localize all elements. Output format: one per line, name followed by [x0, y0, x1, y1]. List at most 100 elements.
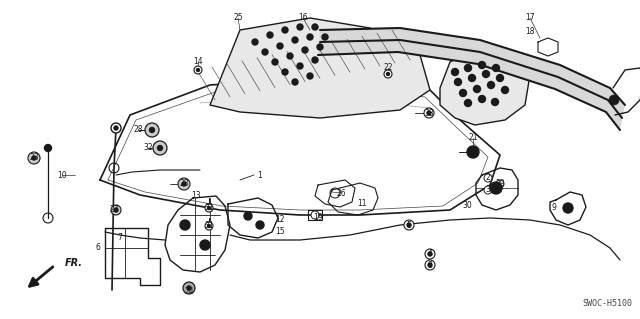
Circle shape — [182, 182, 186, 186]
Circle shape — [157, 145, 163, 151]
Circle shape — [479, 95, 486, 102]
Text: 28: 28 — [179, 180, 189, 189]
Circle shape — [277, 43, 283, 49]
Text: 7: 7 — [118, 233, 122, 241]
Text: SWOC-H5100: SWOC-H5100 — [582, 299, 632, 308]
Text: 24: 24 — [184, 287, 194, 296]
Circle shape — [484, 186, 492, 194]
Circle shape — [468, 75, 476, 81]
Circle shape — [32, 156, 36, 160]
Polygon shape — [210, 18, 430, 118]
Circle shape — [45, 145, 51, 152]
Circle shape — [28, 152, 40, 164]
Circle shape — [207, 225, 211, 227]
Circle shape — [187, 286, 191, 290]
Circle shape — [262, 49, 268, 55]
Text: 11: 11 — [357, 198, 367, 207]
Text: 33: 33 — [424, 108, 434, 117]
Circle shape — [297, 63, 303, 69]
Text: 3: 3 — [486, 186, 490, 195]
Circle shape — [428, 252, 432, 256]
Circle shape — [404, 220, 414, 230]
Circle shape — [287, 53, 293, 59]
Circle shape — [282, 27, 288, 33]
Circle shape — [180, 220, 190, 230]
Circle shape — [272, 59, 278, 65]
Text: 18: 18 — [525, 27, 535, 36]
Circle shape — [563, 203, 573, 213]
Circle shape — [492, 99, 499, 106]
Text: 22: 22 — [383, 63, 393, 72]
Circle shape — [244, 212, 252, 220]
Text: 6: 6 — [95, 242, 100, 251]
Text: 8: 8 — [428, 261, 433, 270]
Text: 17: 17 — [525, 13, 535, 23]
Circle shape — [424, 108, 434, 118]
Text: 2: 2 — [486, 174, 490, 182]
Circle shape — [407, 223, 411, 227]
Text: 23: 23 — [29, 153, 39, 162]
Bar — [308, 210, 322, 220]
Circle shape — [312, 57, 318, 63]
Circle shape — [307, 73, 313, 79]
Text: 20: 20 — [468, 147, 478, 157]
Circle shape — [150, 128, 154, 132]
Text: 29: 29 — [495, 180, 505, 189]
Circle shape — [322, 34, 328, 40]
Circle shape — [114, 208, 118, 212]
Circle shape — [460, 90, 467, 97]
Circle shape — [384, 70, 392, 78]
Circle shape — [497, 75, 504, 81]
Circle shape — [425, 260, 435, 270]
Text: 31: 31 — [204, 204, 214, 212]
Circle shape — [467, 146, 479, 158]
Circle shape — [111, 123, 121, 133]
Circle shape — [183, 282, 195, 294]
Circle shape — [256, 221, 264, 229]
Text: 28: 28 — [133, 125, 143, 135]
Circle shape — [493, 64, 499, 71]
Circle shape — [114, 126, 118, 130]
Text: FR.: FR. — [65, 258, 83, 268]
Text: 9: 9 — [552, 204, 556, 212]
Circle shape — [465, 100, 472, 107]
Text: 32: 32 — [143, 144, 153, 152]
Circle shape — [194, 66, 202, 74]
Text: 14: 14 — [193, 57, 203, 66]
Circle shape — [145, 123, 159, 137]
Circle shape — [317, 44, 323, 50]
Text: 31: 31 — [204, 221, 214, 231]
Text: 26: 26 — [336, 189, 346, 197]
Polygon shape — [318, 28, 625, 130]
Text: 12: 12 — [275, 216, 285, 225]
Circle shape — [200, 240, 210, 250]
Circle shape — [387, 72, 390, 76]
Circle shape — [488, 81, 495, 88]
Circle shape — [474, 85, 481, 93]
Text: 10: 10 — [57, 170, 67, 180]
Circle shape — [427, 111, 431, 115]
Circle shape — [252, 39, 258, 45]
Circle shape — [312, 24, 318, 30]
Circle shape — [451, 69, 458, 76]
Text: 15: 15 — [275, 227, 285, 236]
Circle shape — [292, 37, 298, 43]
Circle shape — [465, 64, 472, 71]
Circle shape — [425, 249, 435, 259]
Circle shape — [267, 32, 273, 38]
Circle shape — [282, 69, 288, 75]
Circle shape — [196, 69, 200, 71]
Text: 30: 30 — [462, 201, 472, 210]
Text: 25: 25 — [233, 13, 243, 23]
Text: 4: 4 — [428, 249, 433, 258]
Polygon shape — [440, 48, 530, 125]
Text: 27: 27 — [109, 205, 119, 214]
Circle shape — [297, 24, 303, 30]
Circle shape — [454, 78, 461, 85]
Circle shape — [484, 174, 492, 182]
Circle shape — [153, 141, 167, 155]
Text: 1: 1 — [258, 170, 262, 180]
Circle shape — [178, 178, 190, 190]
Text: 21: 21 — [468, 133, 477, 143]
Circle shape — [307, 34, 313, 40]
